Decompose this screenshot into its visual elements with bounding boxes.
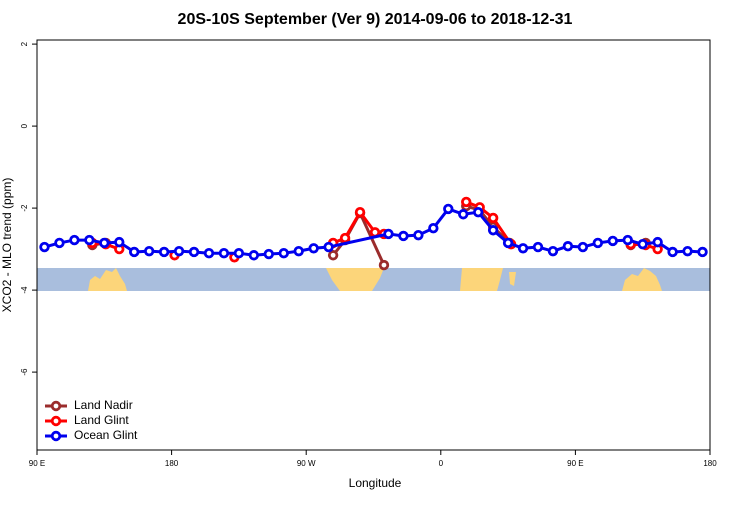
data-point	[99, 237, 110, 249]
data-point	[502, 237, 514, 249]
data-point	[54, 237, 65, 249]
legend-label: Land Nadir	[74, 398, 133, 412]
data-point	[158, 246, 170, 258]
data-point	[413, 229, 424, 241]
data-point	[517, 243, 529, 254]
y-tick-label: 0	[20, 123, 29, 128]
data-point	[637, 238, 648, 250]
legend-marker	[50, 400, 62, 412]
data-point	[203, 247, 215, 259]
y-tick-label: -6	[20, 368, 29, 376]
data-point	[188, 246, 200, 258]
data-point	[278, 247, 289, 259]
data-point	[69, 234, 80, 246]
data-point	[383, 228, 394, 240]
legend-marker	[50, 415, 62, 427]
data-point	[592, 237, 604, 249]
data-point	[652, 236, 663, 248]
y-tick-label: -4	[20, 286, 29, 294]
data-point	[461, 196, 472, 208]
x-axis-label: Longitude	[349, 476, 402, 490]
data-point	[607, 235, 618, 247]
land-shape	[326, 268, 384, 291]
y-axis-label: XCO2 - MLO trend (ppm)	[0, 178, 14, 313]
data-point	[173, 245, 185, 257]
data-point	[682, 245, 693, 257]
data-point	[129, 246, 140, 258]
data-point	[378, 259, 390, 271]
data-point	[532, 241, 544, 253]
legend-label: Ocean Glint	[74, 428, 138, 442]
y-tick-label: 2	[20, 41, 29, 46]
data-point	[39, 241, 50, 253]
y-tick-label: -2	[20, 204, 29, 212]
data-point	[248, 250, 260, 261]
x-tick-label: 90 W	[297, 459, 316, 468]
data-point	[398, 230, 409, 242]
data-point	[293, 245, 304, 257]
data-point	[547, 245, 559, 257]
data-point	[697, 246, 708, 258]
data-point	[562, 241, 574, 252]
data-point	[323, 241, 334, 253]
land-shape	[460, 268, 503, 291]
data-point	[143, 245, 155, 257]
data-point	[263, 248, 275, 260]
data-point	[667, 246, 678, 258]
data-point	[487, 225, 499, 236]
plot-frame	[36, 39, 711, 451]
data-point	[472, 206, 484, 218]
x-tick-label: 90 E	[29, 459, 45, 468]
data-point	[233, 247, 245, 259]
data-point	[114, 236, 125, 248]
data-point	[218, 247, 230, 259]
land-shape	[88, 268, 127, 291]
land-shape	[622, 268, 662, 291]
legend-label: Land Glint	[74, 413, 129, 427]
data-point	[443, 203, 454, 215]
legend-marker	[50, 430, 62, 442]
data-point	[577, 241, 589, 253]
x-tick-label: 180	[165, 459, 179, 468]
data-point	[622, 234, 633, 246]
data-point	[308, 243, 319, 254]
x-tick-label: 0	[439, 459, 444, 468]
land-shape	[509, 272, 516, 286]
data-point	[458, 209, 469, 220]
data-point	[84, 234, 95, 246]
x-tick-label: 180	[703, 459, 717, 468]
data-point	[339, 232, 351, 244]
chart-title: 20S-10S September (Ver 9) 2014-09-06 to …	[178, 11, 573, 28]
map-strip	[37, 268, 710, 291]
data-point	[487, 212, 499, 224]
data-point	[428, 222, 439, 234]
data-point	[354, 206, 366, 218]
x-tick-label: 90 E	[567, 459, 583, 468]
data-point	[327, 250, 339, 261]
